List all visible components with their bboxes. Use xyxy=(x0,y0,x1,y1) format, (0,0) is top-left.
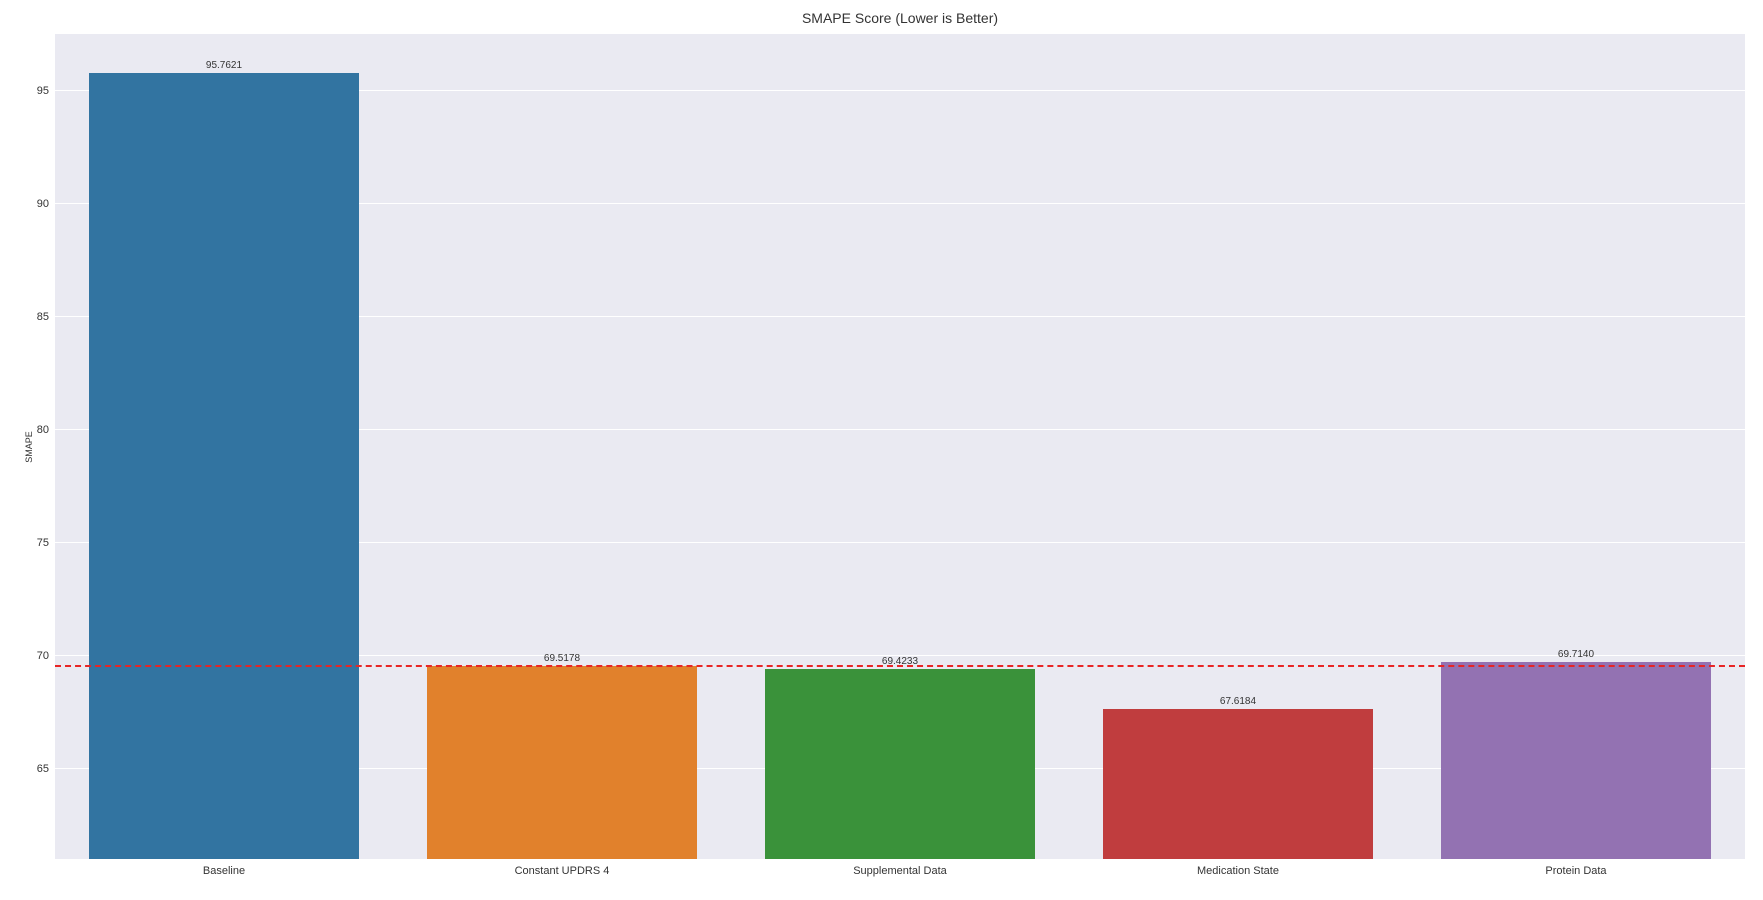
bar: 69.4233 xyxy=(765,669,1035,859)
plot-area: SMAPE 6570758085909595.7621Baseline69.51… xyxy=(55,34,1745,859)
ytick-label: 70 xyxy=(37,650,55,662)
ytick-label: 75 xyxy=(37,537,55,549)
bar-group: 69.7140Protein Data xyxy=(1441,34,1711,859)
ytick-label: 65 xyxy=(37,763,55,775)
xtick-label: Protein Data xyxy=(1545,859,1606,877)
bar: 69.7140 xyxy=(1441,662,1711,859)
reference-line xyxy=(55,665,1745,667)
bar: 67.6184 xyxy=(1103,709,1373,859)
bar-group: 69.4233Supplemental Data xyxy=(765,34,1035,859)
bar-group: 69.5178Constant UPDRS 4 xyxy=(427,34,697,859)
bar-value-label: 95.7621 xyxy=(206,60,242,73)
xtick-label: Baseline xyxy=(203,859,245,877)
bar-group: 67.6184Medication State xyxy=(1103,34,1373,859)
xtick-label: Medication State xyxy=(1197,859,1279,877)
y-axis-label: SMAPE xyxy=(24,431,34,463)
bar-group: 95.7621Baseline xyxy=(89,34,359,859)
bar-value-label: 67.6184 xyxy=(1220,696,1256,709)
bar: 95.7621 xyxy=(89,73,359,859)
ytick-label: 85 xyxy=(37,311,55,323)
chart-container: SMAPE Score (Lower is Better) SMAPE 6570… xyxy=(55,10,1745,880)
ytick-label: 95 xyxy=(37,85,55,97)
ytick-label: 80 xyxy=(37,424,55,436)
bar-value-label: 69.7140 xyxy=(1558,649,1594,662)
bar: 69.5178 xyxy=(427,666,697,859)
ytick-label: 90 xyxy=(37,198,55,210)
xtick-label: Supplemental Data xyxy=(853,859,947,877)
xtick-label: Constant UPDRS 4 xyxy=(515,859,610,877)
chart-title: SMAPE Score (Lower is Better) xyxy=(55,10,1745,34)
